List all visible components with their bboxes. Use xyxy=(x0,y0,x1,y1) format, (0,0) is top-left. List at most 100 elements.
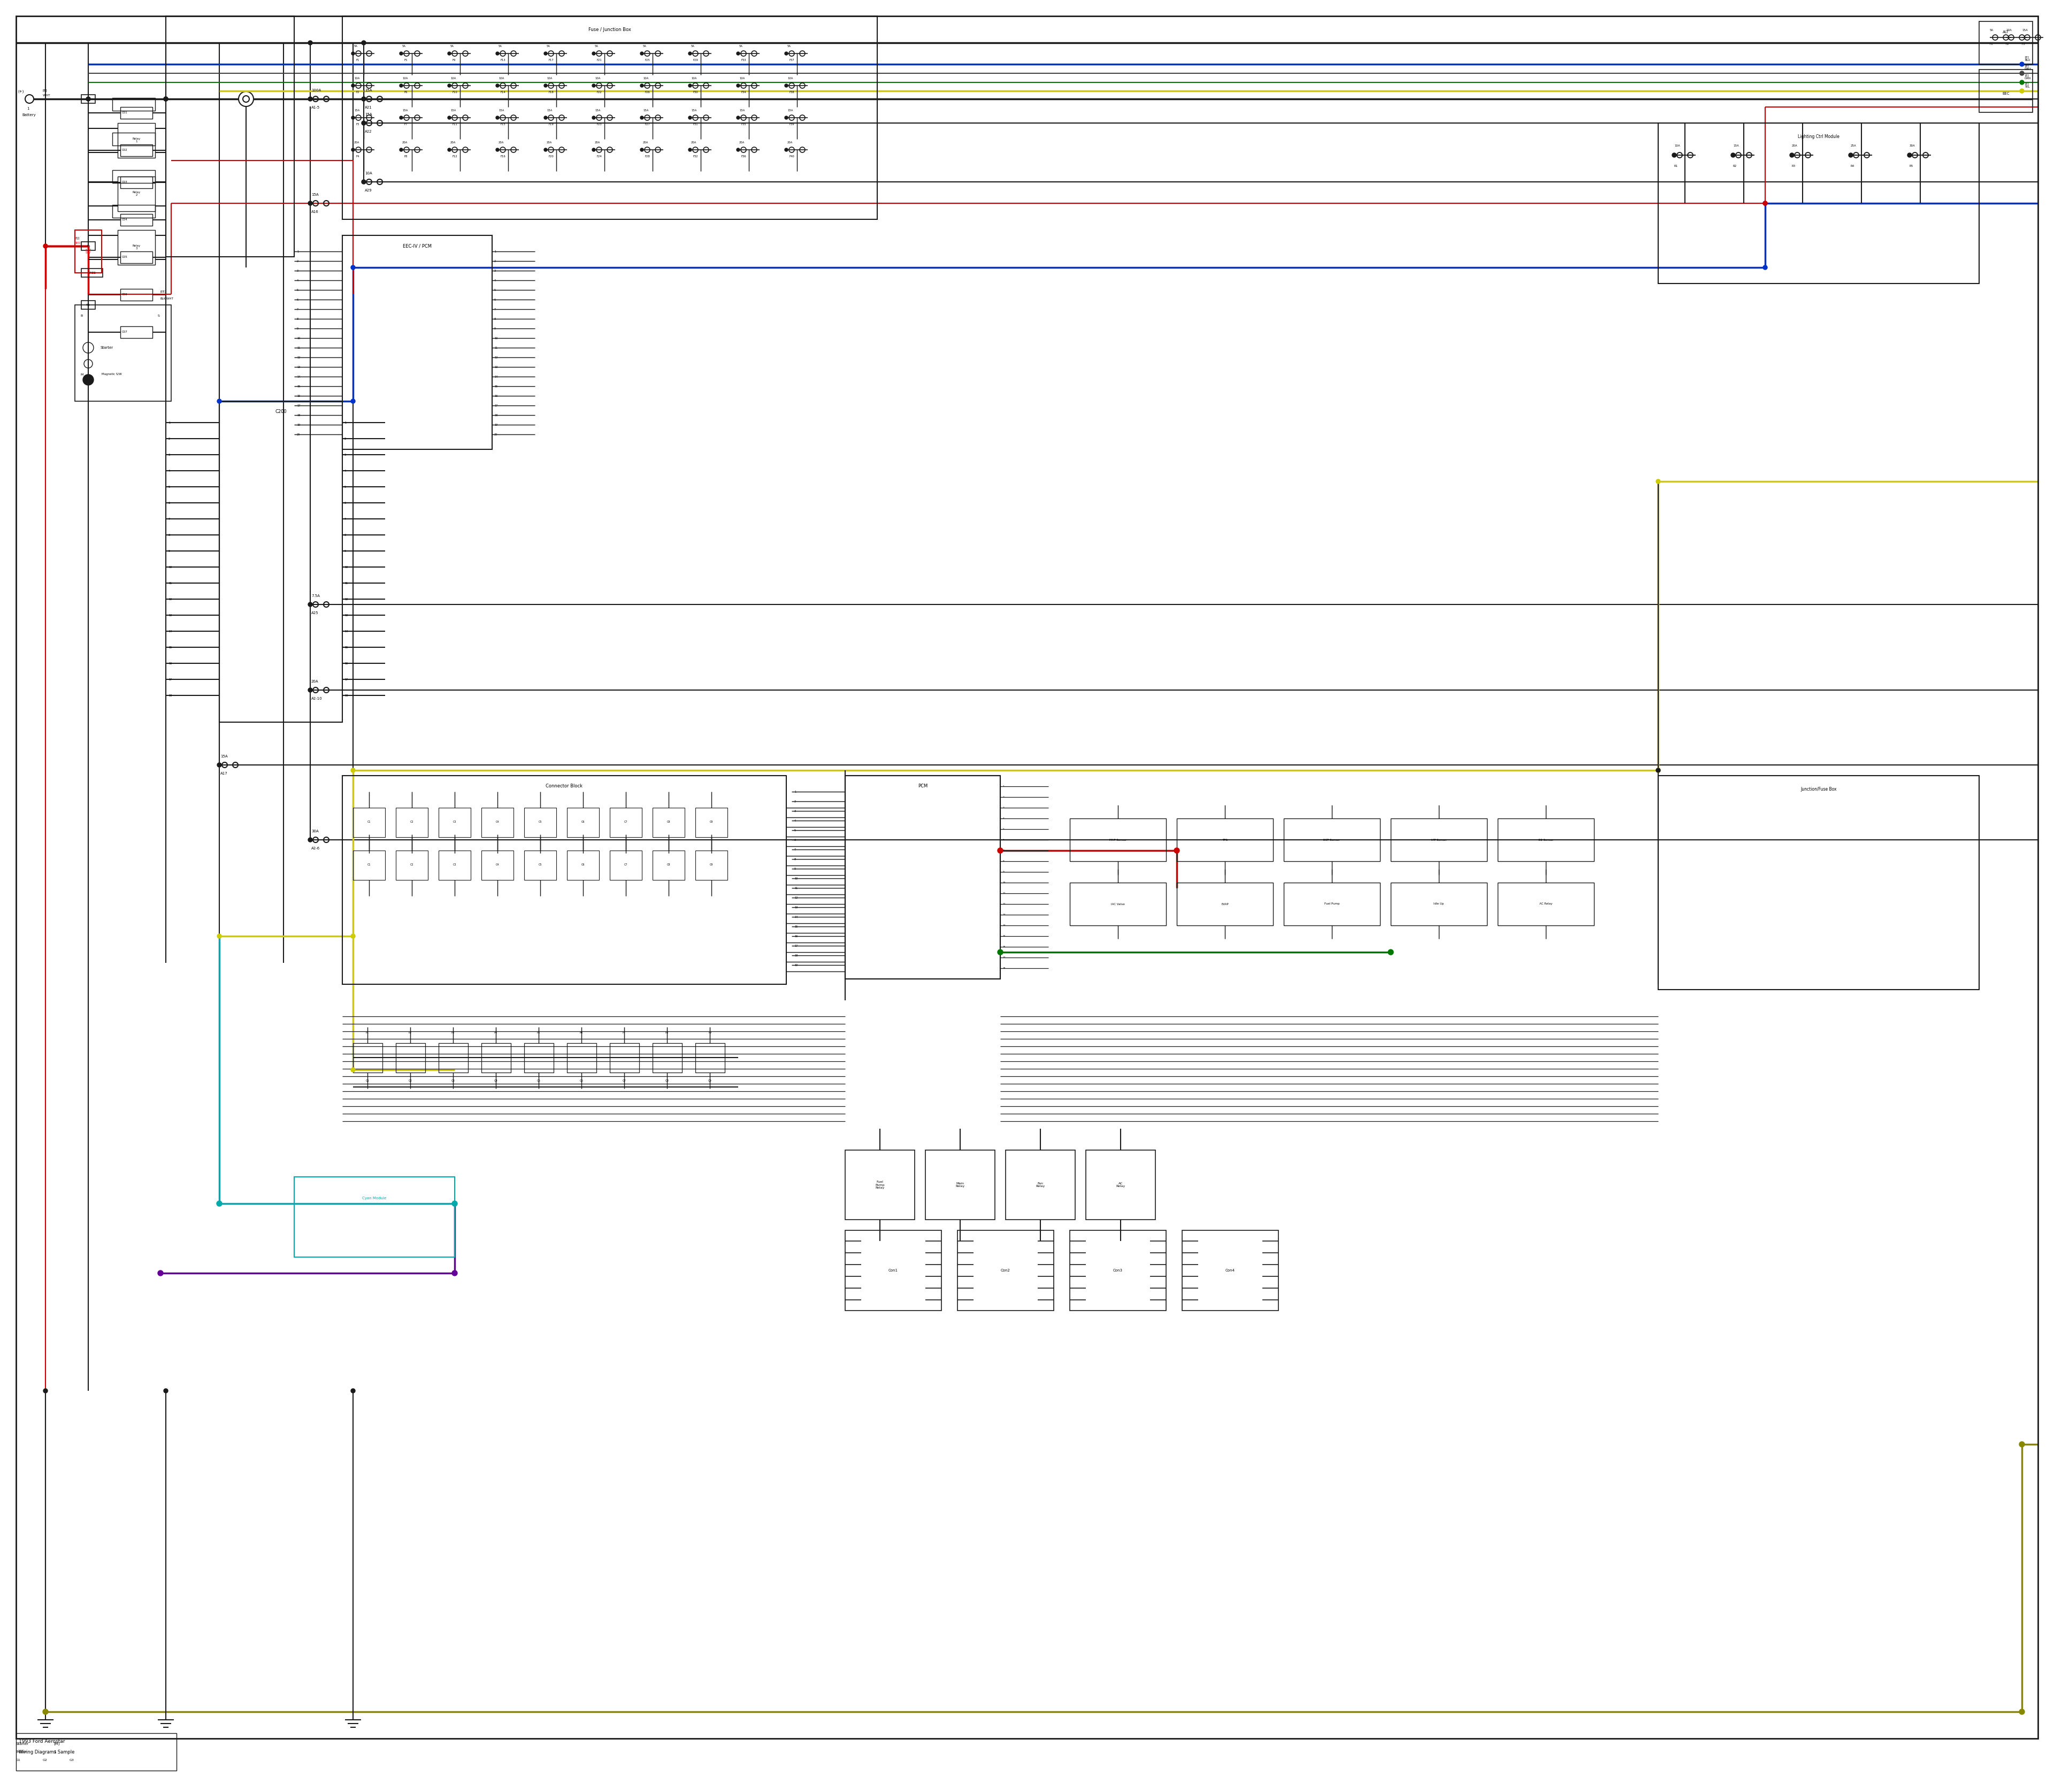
Text: C6: C6 xyxy=(581,864,585,866)
Text: R5: R5 xyxy=(1910,165,1914,167)
Text: 15A: 15A xyxy=(353,109,359,113)
Bar xyxy=(121,177,152,188)
Text: 15A: 15A xyxy=(739,109,746,113)
Text: F15: F15 xyxy=(499,124,505,125)
Circle shape xyxy=(785,52,789,56)
Circle shape xyxy=(785,84,789,88)
Text: A22: A22 xyxy=(366,131,372,133)
Text: 20A: 20A xyxy=(1791,143,1797,147)
Text: C06: C06 xyxy=(121,294,127,296)
Text: F30: F30 xyxy=(692,91,698,93)
Circle shape xyxy=(448,52,452,56)
Text: 16: 16 xyxy=(298,394,300,398)
Circle shape xyxy=(592,116,596,120)
Bar xyxy=(567,851,600,880)
Text: Battery: Battery xyxy=(23,113,35,116)
Circle shape xyxy=(351,52,355,56)
Bar xyxy=(1070,883,1167,925)
Circle shape xyxy=(2019,81,2023,84)
Text: 20A: 20A xyxy=(450,142,456,143)
Text: Starter: Starter xyxy=(16,1742,29,1745)
Circle shape xyxy=(43,1710,47,1715)
Text: F8: F8 xyxy=(405,156,407,158)
Text: A21: A21 xyxy=(366,106,372,109)
Text: 20A: 20A xyxy=(690,142,696,143)
Text: C8: C8 xyxy=(668,864,670,866)
Circle shape xyxy=(495,84,499,88)
Text: 5A: 5A xyxy=(787,45,791,48)
Circle shape xyxy=(308,837,312,842)
Text: PCM: PCM xyxy=(918,783,928,788)
Text: Con4: Con4 xyxy=(1226,1269,1234,1272)
Text: 15A: 15A xyxy=(546,109,553,113)
Text: P3: P3 xyxy=(452,1030,454,1034)
Text: 5A: 5A xyxy=(546,45,550,48)
Text: [E]: [E] xyxy=(43,90,47,91)
Circle shape xyxy=(1762,201,1766,206)
Text: F19: F19 xyxy=(548,124,553,125)
Bar xyxy=(166,16,294,256)
Text: 13: 13 xyxy=(795,907,797,909)
Circle shape xyxy=(1389,950,1393,955)
Text: 18: 18 xyxy=(1002,968,1006,969)
Text: F4: F4 xyxy=(355,156,359,158)
Circle shape xyxy=(785,116,789,120)
Text: 10A: 10A xyxy=(1674,143,1680,147)
Text: 15: 15 xyxy=(1002,935,1006,937)
Text: 17: 17 xyxy=(298,405,300,407)
Text: F1: F1 xyxy=(1990,43,1992,47)
Bar xyxy=(524,851,557,880)
Text: C4: C4 xyxy=(495,864,499,866)
Bar xyxy=(343,235,493,450)
Text: Connector Block: Connector Block xyxy=(546,783,583,788)
Text: F3: F3 xyxy=(2021,43,2025,47)
Bar xyxy=(121,326,152,339)
Text: G3: G3 xyxy=(70,1758,74,1762)
Text: P1: P1 xyxy=(366,1030,370,1034)
Bar xyxy=(610,808,641,837)
Circle shape xyxy=(452,1201,458,1206)
Bar xyxy=(1284,883,1380,925)
Circle shape xyxy=(164,97,168,100)
Circle shape xyxy=(452,1271,458,1276)
Text: Q2: Q2 xyxy=(409,1079,413,1082)
Text: 14: 14 xyxy=(168,629,173,633)
Text: (M): (M) xyxy=(53,1742,60,1745)
Text: Con3: Con3 xyxy=(1113,1269,1124,1272)
Text: C1: C1 xyxy=(368,821,372,824)
Text: 10: 10 xyxy=(298,337,300,339)
Circle shape xyxy=(737,84,739,88)
Bar xyxy=(343,16,877,219)
Circle shape xyxy=(362,179,366,185)
Text: 18: 18 xyxy=(298,414,300,416)
Circle shape xyxy=(641,149,643,151)
Text: F22: F22 xyxy=(596,91,602,93)
Circle shape xyxy=(448,149,452,151)
Text: F25: F25 xyxy=(645,59,649,61)
Text: F40: F40 xyxy=(789,156,795,158)
Text: 5A: 5A xyxy=(739,45,744,48)
Bar xyxy=(844,1231,941,1310)
Text: 10A: 10A xyxy=(450,77,456,81)
Bar xyxy=(121,145,152,156)
Circle shape xyxy=(688,116,692,120)
Circle shape xyxy=(218,934,222,939)
Text: EEC: EEC xyxy=(2003,91,2009,95)
Bar xyxy=(1087,1150,1154,1220)
Circle shape xyxy=(592,52,596,56)
Text: F10: F10 xyxy=(452,91,458,93)
Bar xyxy=(653,1043,682,1073)
Circle shape xyxy=(351,400,355,403)
Text: Fan
Relay: Fan Relay xyxy=(1035,1183,1045,1188)
Circle shape xyxy=(544,52,546,56)
Text: C406: C406 xyxy=(88,271,97,274)
Circle shape xyxy=(495,149,499,151)
Text: C01: C01 xyxy=(121,111,127,115)
Text: 25A: 25A xyxy=(1851,143,1857,147)
Text: R4: R4 xyxy=(1851,165,1855,167)
Text: G2: G2 xyxy=(43,1758,47,1762)
Bar xyxy=(82,242,94,251)
Bar xyxy=(1070,1231,1167,1310)
Bar xyxy=(121,289,152,301)
Text: 10A: 10A xyxy=(403,77,409,81)
